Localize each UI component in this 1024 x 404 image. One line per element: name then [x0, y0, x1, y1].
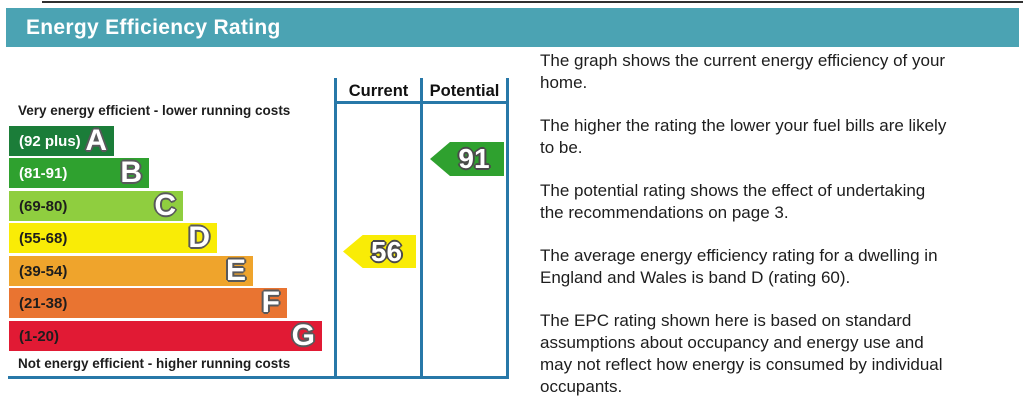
band-letter: E	[225, 254, 246, 287]
current-rating-arrow: 56	[343, 235, 416, 268]
description-panel: The graph shows the current energy effic…	[540, 50, 1020, 404]
efficiency-bottom-label: Not energy efficient - higher running co…	[18, 356, 291, 371]
band-row-c: (69-80) C	[9, 191, 183, 221]
band-letter: A	[85, 124, 107, 157]
current-rating-value: 56	[370, 235, 403, 267]
description-paragraph: The graph shows the current energy effic…	[540, 51, 946, 92]
band-letter: D	[188, 221, 210, 254]
band-row-f: (21-38) F	[9, 288, 287, 318]
band-row-a: (92 plus) A	[9, 126, 114, 156]
potential-rating-arrow: 91	[430, 142, 504, 176]
band-range-label: (39-54)	[19, 262, 68, 280]
description-paragraph: The EPC rating shown here is based on st…	[540, 311, 943, 396]
description-paragraph: The higher the rating the lower your fue…	[540, 116, 947, 157]
band-letter: G	[291, 319, 315, 352]
band-letter: B	[120, 156, 142, 189]
band-row-g: (1-20) G	[9, 321, 322, 351]
band-letter: F	[261, 286, 280, 319]
band-letter: C	[154, 189, 176, 222]
top-rule-line	[42, 1, 1023, 3]
band-range-label: (1-20)	[19, 327, 60, 345]
band-range-label: (69-80)	[19, 197, 68, 215]
chart-bottom-line	[8, 376, 509, 379]
band-range-label: (21-38)	[19, 294, 68, 312]
band-range-label: (81-91)	[19, 164, 68, 182]
column-header-current: Current	[348, 82, 409, 100]
description-paragraph: The potential rating shows the effect of…	[540, 181, 926, 222]
description-paragraph: The average energy efficiency rating for…	[540, 246, 938, 287]
band-row-e: (39-54) E	[9, 256, 253, 286]
band-row-b: (81-91) B	[9, 158, 149, 188]
column-header-potential: Potential	[429, 82, 500, 100]
band-range-label: (92 plus)	[19, 132, 81, 150]
column-left-line	[334, 78, 337, 379]
band-range-label: (55-68)	[19, 229, 68, 247]
potential-rating-value: 91	[458, 143, 490, 174]
efficiency-top-label: Very energy efficient - lower running co…	[18, 103, 291, 118]
column-right-line	[506, 78, 509, 379]
page-title: Energy Efficiency Rating	[26, 15, 281, 39]
column-middle-line	[420, 78, 423, 379]
column-header-underline	[334, 101, 509, 104]
page-title-bar: Energy Efficiency Rating	[6, 8, 1019, 47]
band-row-d: (55-68) D	[9, 223, 217, 253]
